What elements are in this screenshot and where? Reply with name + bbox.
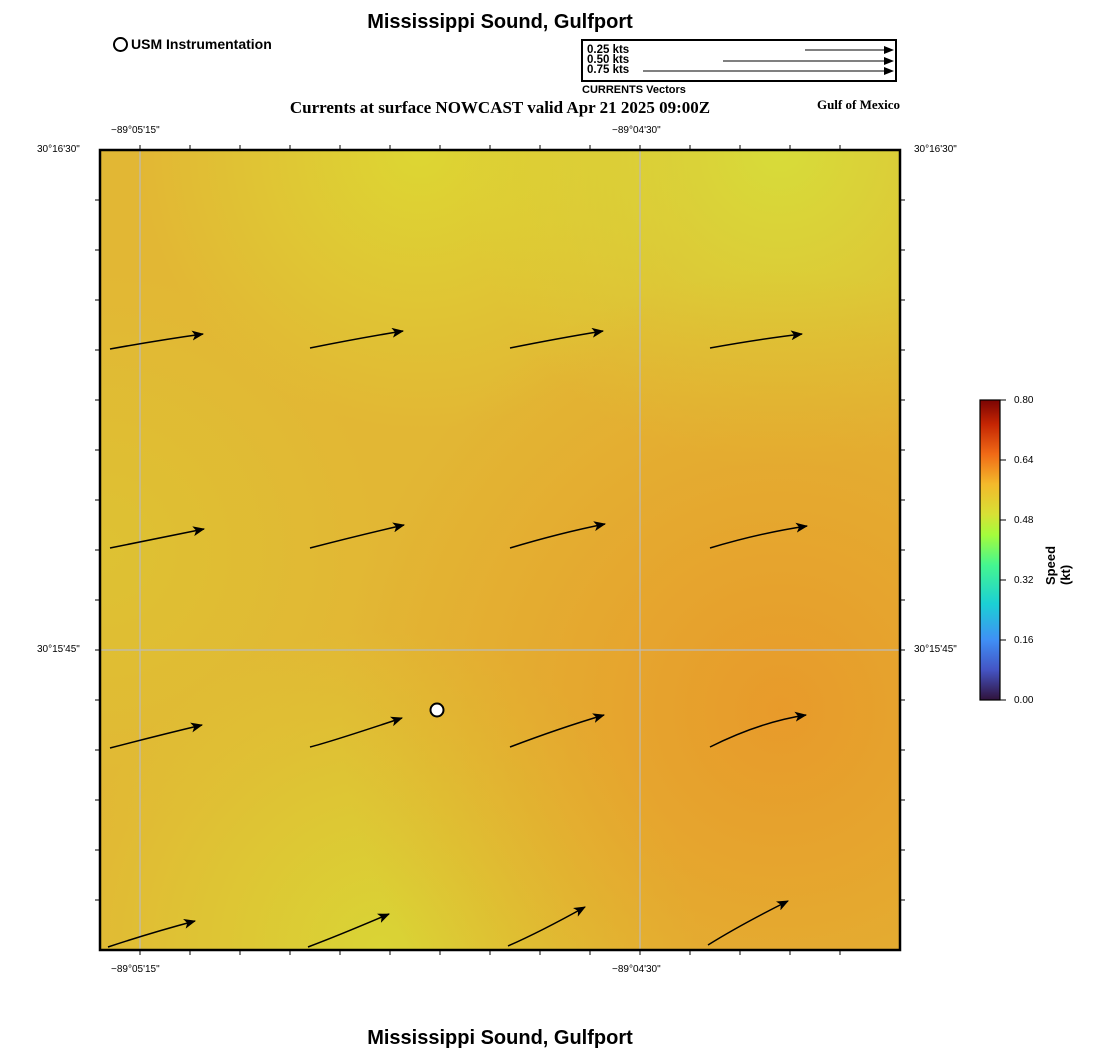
lat-label-right: 30°16'30" (914, 144, 957, 155)
colorbar-tick-label: 0.48 (1014, 515, 1034, 526)
lon-label-bottom: −89°04'30" (612, 964, 661, 975)
footer-title: Mississippi Sound, Gulfport (367, 1027, 633, 1049)
colorbar (979, 399, 1001, 701)
current-arrow (509, 327, 604, 349)
current-arrow (707, 900, 789, 946)
colorbar-tick-label: 0.00 (1014, 695, 1034, 706)
current-arrow (509, 521, 606, 549)
current-arrow (709, 522, 808, 549)
current-arrow (307, 913, 390, 948)
vector-scale-label: 0.25 kts (587, 44, 630, 56)
frame-ticks (95, 145, 905, 955)
colorbar-tick-label: 0.64 (1014, 455, 1034, 466)
instrument-circle-icon (113, 36, 128, 52)
current-arrow (309, 327, 404, 349)
vector-scale-title: CURRENTS Vectors (582, 84, 686, 96)
current-arrow (107, 919, 196, 948)
usm-instrument-marker[interactable] (429, 702, 445, 718)
vector-scale-legend: 0.25 kts 0.50 kts 0.75 kts (581, 39, 897, 82)
lon-label-bottom: −89°05'15" (111, 964, 160, 975)
instrument-legend-label: USM Instrumentation (131, 36, 272, 52)
instrument-legend: USM Instrumentation (113, 36, 272, 52)
vector-scale-arrows (643, 46, 894, 75)
region-label: Gulf of Mexico (816, 97, 900, 112)
current-arrow (109, 722, 203, 749)
lat-label-left: 30°16'30" (37, 144, 80, 155)
current-arrow (709, 711, 807, 748)
current-arrow (507, 906, 586, 947)
speed-field-shade (100, 150, 900, 950)
current-arrow (109, 526, 205, 549)
map-subtitle: Currents at surface NOWCAST valid Apr 21… (289, 98, 711, 117)
lat-label-left: 30°15'45" (37, 644, 80, 655)
colorbar-ticks (1000, 399, 1006, 701)
lon-label-top: −89°05'15" (111, 125, 160, 136)
current-vectors (107, 327, 808, 948)
current-arrow (709, 330, 803, 349)
colorbar-tick-label: 0.32 (1014, 575, 1034, 586)
current-arrow (509, 713, 605, 748)
colorbar-tick-label: 0.16 (1014, 635, 1034, 646)
colorbar-title: Speed (kt) (1043, 545, 1073, 585)
vector-scale-label: 0.50 kts (587, 54, 630, 66)
colorbar-tick-label: 0.80 (1014, 395, 1034, 406)
vector-scale-label: 0.75 kts (587, 64, 630, 76)
lat-label-right: 30°15'45" (914, 644, 957, 655)
graticule (100, 150, 900, 950)
current-arrow (109, 330, 204, 350)
current-arrow (309, 716, 403, 748)
lon-label-top: −89°04'30" (612, 125, 661, 136)
map-title: Mississippi Sound, Gulfport (367, 11, 633, 33)
current-arrow (309, 522, 405, 549)
